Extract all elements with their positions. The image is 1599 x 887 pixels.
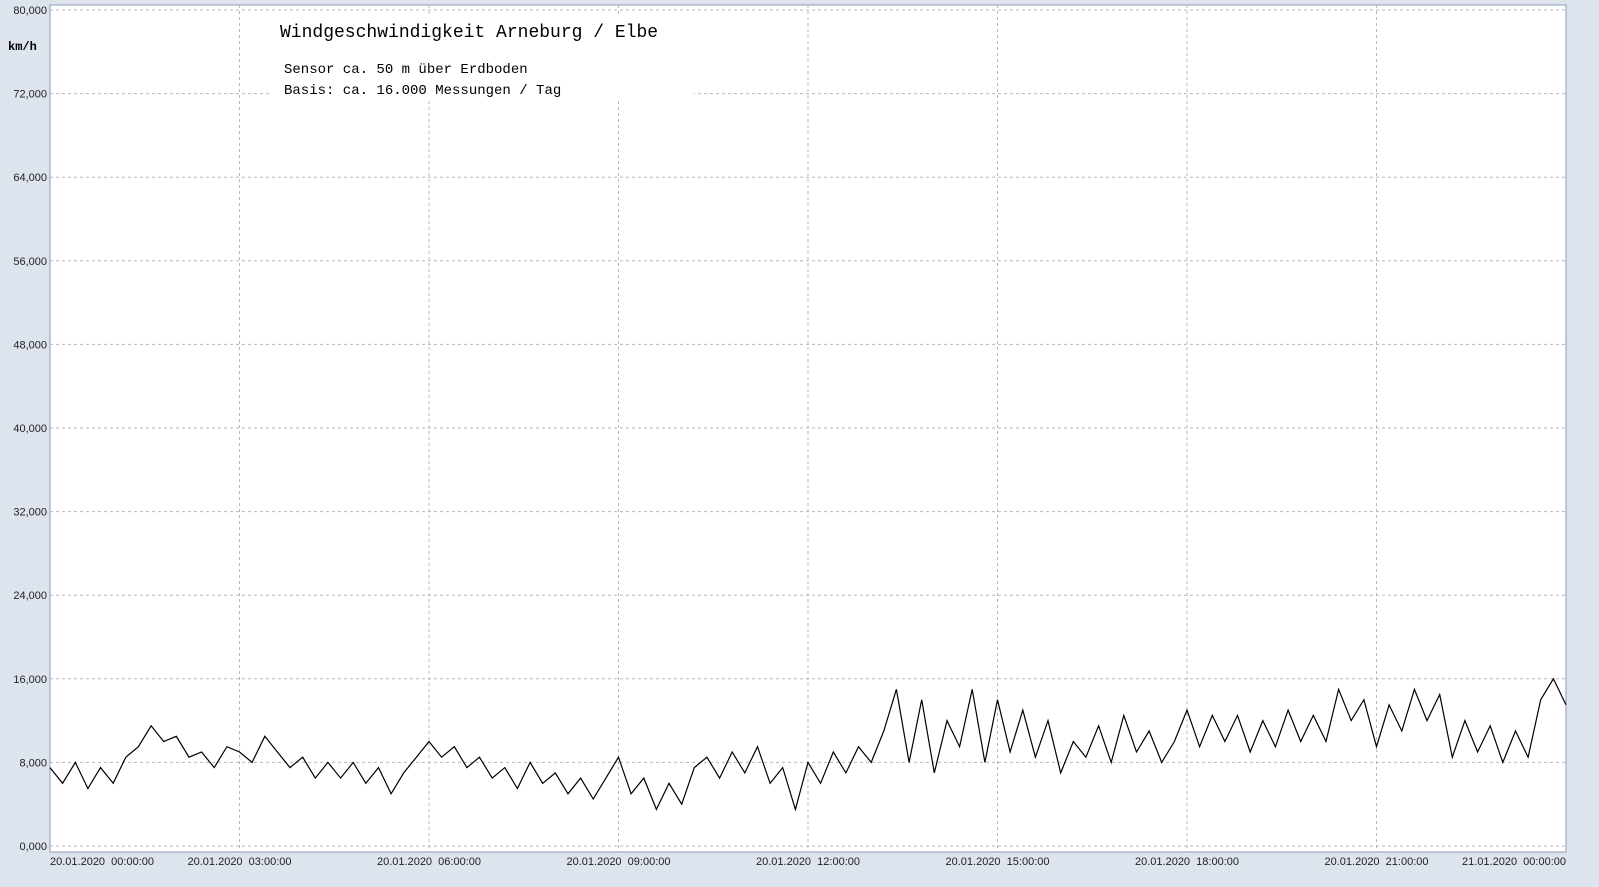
y-tick-label: 16,000 [13, 674, 47, 686]
subtitle: Sensor ca. 50 m über Erdboden [284, 62, 528, 78]
subtitle: Basis: ca. 16.000 Messungen / Tag [284, 83, 561, 99]
data-line [49, 677, 1567, 812]
x-tick-label: 20.01.2020 12:00:00 [756, 856, 860, 868]
x-tick-label: 20.01.2020 03:00:00 [188, 856, 292, 868]
y-tick-label: 0,000 [19, 841, 47, 853]
x-tick-label: 20.01.2020 21:00:00 [1325, 856, 1429, 868]
y-tick-label: 48,000 [13, 339, 47, 351]
x-tick-label: 20.01.2020 06:00:00 [377, 856, 481, 868]
y-tick-label: 56,000 [13, 256, 47, 268]
y-tick-label: 32,000 [13, 507, 47, 519]
x-tick-label: 20.01.2020 18:00:00 [1135, 856, 1239, 868]
x-tick-label: 20.01.2020 15:00:00 [946, 856, 1050, 868]
y-tick-label: 24,000 [13, 590, 47, 602]
y-tick-label: 72,000 [13, 89, 47, 101]
y-axis-label: km/h [8, 40, 37, 54]
x-tick-label: 21.01.2020 00:00:00 [1462, 856, 1566, 868]
y-tick-label: 8,000 [19, 757, 47, 769]
y-tick-label: 64,000 [13, 172, 47, 184]
x-tick-label: 20.01.2020 00:00:00 [50, 856, 154, 868]
title-box [272, 14, 694, 98]
chart-title: Windgeschwindigkeit Arneburg / Elbe [280, 23, 658, 43]
y-tick-label: 40,000 [13, 423, 47, 435]
x-tick-label: 20.01.2020 09:00:00 [567, 856, 671, 868]
y-tick-label: 80,000 [13, 5, 47, 17]
